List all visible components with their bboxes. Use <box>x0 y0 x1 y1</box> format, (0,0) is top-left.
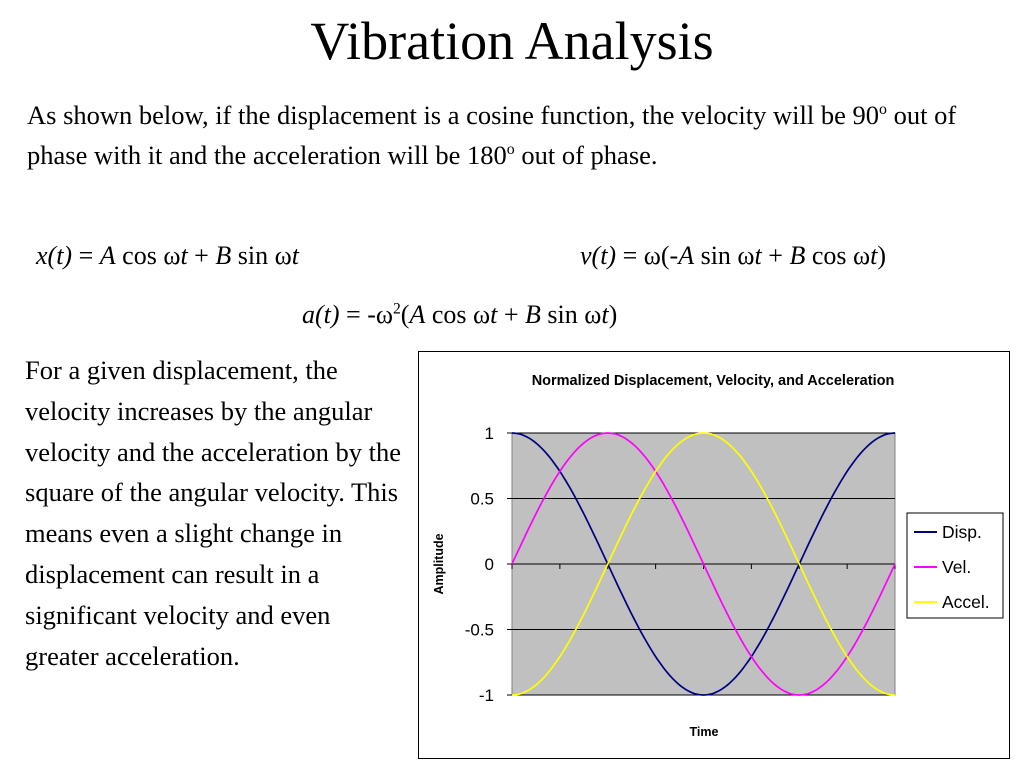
eq-term: B <box>525 300 541 329</box>
explanation-text: For a given displacement, the velocity i… <box>25 355 401 671</box>
eq-term: ) <box>608 300 618 329</box>
eq-term: cos ω <box>115 241 181 270</box>
degree-symbol: o <box>879 101 887 119</box>
chart-legend: Disp. Vel. Accel. <box>906 512 1004 619</box>
chart-area: Normalized Displacement, Velocity, and A… <box>418 351 1010 759</box>
series-line-accel <box>511 432 896 696</box>
velocity-equation: v(t) = ω(-A sin ωt + B cos ωt) <box>580 241 886 271</box>
eq-term: t <box>601 300 609 329</box>
eq-term: A <box>678 241 695 270</box>
eq-term: t <box>291 241 299 270</box>
legend-label: Vel. <box>942 557 971 577</box>
eq-term: A <box>409 300 426 329</box>
eq-term: A <box>99 241 116 270</box>
legend-box <box>906 512 1004 619</box>
series-line-disp <box>511 432 896 696</box>
degree-symbol: o <box>506 141 515 159</box>
legend-label: Accel. <box>942 592 990 612</box>
intro-paragraph: As shown below, if the displacement is a… <box>27 95 1002 175</box>
eq-term: ( <box>400 300 410 329</box>
eq-term: a(t) <box>302 300 340 329</box>
eq-term: t <box>490 300 498 329</box>
eq-term: sin ω <box>694 241 755 270</box>
y-tick-label: 0 <box>485 555 494 574</box>
y-tick-label: -0.5 <box>465 621 494 640</box>
series-line-vel <box>511 432 896 696</box>
displacement-equation: x(t) = A cos ωt + B sin ωt <box>36 241 299 271</box>
acceleration-equation: a(t) = -ω2(A cos ωt + B sin ωt) <box>302 300 617 330</box>
eq-term: B <box>215 241 232 270</box>
eq-term: t <box>180 241 188 270</box>
eq-term: + <box>761 241 790 270</box>
intro-text-3: out of phase. <box>514 140 658 170</box>
eq-term: sin ω <box>540 300 602 329</box>
x-axis-label: Time <box>690 725 719 739</box>
eq-term: cos ω <box>805 241 871 270</box>
eq-term: + <box>187 241 216 270</box>
legend-label: Disp. <box>942 522 982 542</box>
y-tick-labels: 1 0.5 0 -0.5 -1 <box>465 424 494 705</box>
chart-canvas: Normalized Displacement, Velocity, and A… <box>432 373 1004 739</box>
eq-term: v(t) <box>580 241 617 270</box>
intro-text-2: out of phase with it and the acceleratio… <box>27 100 957 170</box>
eq-term: = ω(- <box>616 241 679 270</box>
eq-term: cos ω <box>425 300 491 329</box>
eq-term: x(t) <box>36 241 73 270</box>
eq-exponent: 2 <box>392 300 401 318</box>
intro-text-1: As shown below, if the displacement is a… <box>27 100 879 130</box>
y-tick-label: 0.5 <box>470 490 494 509</box>
eq-term: B <box>789 241 806 270</box>
y-tick-label: -1 <box>479 686 494 705</box>
series-lines <box>511 432 896 696</box>
y-axis-label: Amplitude <box>432 533 446 594</box>
eq-term: t <box>754 241 762 270</box>
eq-term: = <box>72 241 100 270</box>
eq-term: sin ω <box>231 241 292 270</box>
y-tick-label: 1 <box>485 424 494 443</box>
chart-title: Normalized Displacement, Velocity, and A… <box>532 373 895 389</box>
slide-title: Vibration Analysis <box>310 11 714 71</box>
eq-term: t <box>870 241 878 270</box>
eq-term: + <box>497 300 526 329</box>
eq-term: ) <box>877 241 887 270</box>
eq-term: = -ω <box>339 300 393 329</box>
